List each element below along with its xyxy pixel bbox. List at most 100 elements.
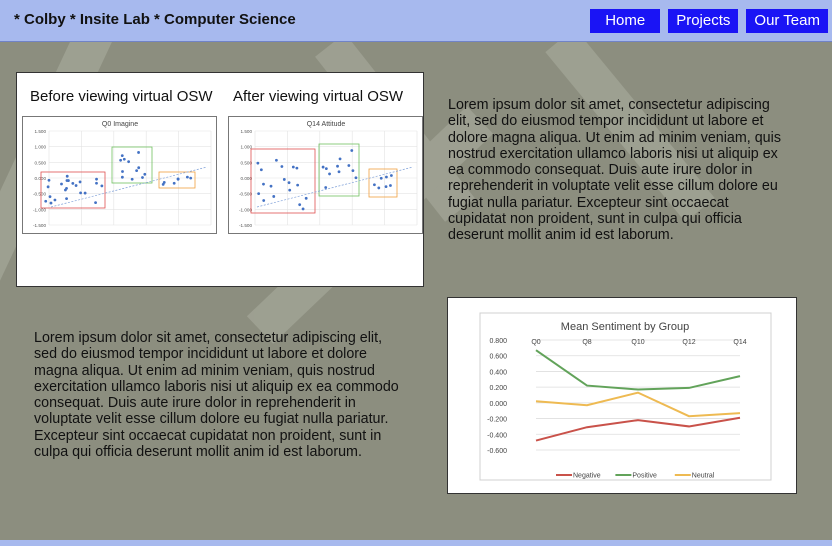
mini-data-point <box>350 149 354 152</box>
scatter-chart-q0: Q0 Imagine 1.500 1.000 0.500 0.000 -0.500 -1.… <box>22 116 217 234</box>
mini-data-point <box>47 178 51 182</box>
x-tick-label: Q14 <box>733 339 746 346</box>
mini-data-point <box>385 175 388 179</box>
mini-data-point <box>49 201 53 205</box>
mini-data-point <box>304 196 308 200</box>
mini-data-point <box>321 165 325 169</box>
mini-data-point <box>338 157 342 161</box>
mini-data-point <box>337 170 341 174</box>
mini-tick-label: -1.000 <box>239 207 252 212</box>
sentiment-chart-panel: Mean Sentiment by Group 0.800 0.600 0.400 0… <box>447 297 797 494</box>
chart-title: Mean Sentiment by Group <box>561 321 689 333</box>
mini-data-point <box>120 154 124 158</box>
mini-data-point <box>65 174 69 178</box>
mini-data-point <box>296 183 300 187</box>
mini-tick-label: 0.500 <box>241 160 253 165</box>
mini-data-point <box>130 177 134 181</box>
mini-data-point <box>256 161 260 165</box>
x-tick-label: Q8 <box>582 339 591 346</box>
scatter-chart-q14-svg: Q14 Attitude 1.500 1.000 0.500 0.000 -0.500 -… <box>239 121 418 228</box>
mini-data-point <box>336 164 339 168</box>
mini-data-point <box>291 165 295 169</box>
mini-tick-label: -1.500 <box>33 223 46 228</box>
scatter-chart-q0-title: Q0 Imagine <box>102 121 138 128</box>
mini-data-point <box>275 158 278 162</box>
mini-data-point <box>347 164 351 167</box>
mini-tick-label: -1.500 <box>239 223 252 228</box>
legend-label: Positive <box>632 473 657 480</box>
mini-data-point <box>298 203 302 207</box>
after-title: After viewing virtual OSW <box>233 88 404 105</box>
scatter-panel: Before viewing virtual OSW After viewing… <box>16 72 424 287</box>
mini-tick-label: -1.000 <box>33 207 46 212</box>
mini-data-point <box>301 207 305 211</box>
mini-data-point <box>46 185 50 189</box>
mini-data-point <box>65 186 68 190</box>
mini-data-point <box>74 184 78 187</box>
y-tick-label: -0.400 <box>487 432 507 439</box>
mini-tick-label: 1.000 <box>241 145 253 150</box>
sentiment-line-chart: Mean Sentiment by Group 0.800 0.600 0.400 0… <box>479 312 772 481</box>
mini-data-point <box>122 157 126 161</box>
mini-tick-label: 1.000 <box>35 145 47 150</box>
nav-team-link[interactable]: Our Team <box>746 9 828 33</box>
legend-label: Negative <box>573 473 601 480</box>
scatter-chart-q14-title: Q14 Attitude <box>307 121 346 128</box>
mini-data-point <box>259 168 263 172</box>
mini-group-box <box>158 171 196 189</box>
mini-data-point <box>377 186 381 190</box>
mini-data-point <box>280 165 284 168</box>
series-line-positive <box>535 349 741 391</box>
mini-trendline <box>50 166 208 208</box>
nav-home-link[interactable]: Home <box>590 9 661 33</box>
chart-frame <box>479 312 772 481</box>
mini-tick-label: 0.000 <box>241 176 253 181</box>
mini-data-point <box>282 178 286 181</box>
mini-data-point <box>60 182 63 186</box>
mini-data-point <box>324 186 328 189</box>
mini-tick-label: -0.500 <box>33 192 46 197</box>
mini-tick-label: 1.500 <box>241 129 253 134</box>
mini-data-point <box>120 175 124 179</box>
before-title: Before viewing virtual OSW <box>30 88 213 105</box>
mini-data-point <box>384 185 388 189</box>
mini-data-point <box>272 195 276 198</box>
mini-data-point <box>288 188 292 192</box>
mini-data-point <box>94 201 97 204</box>
mini-data-point <box>83 191 87 195</box>
mini-data-point <box>44 199 48 203</box>
paragraph-bottom-left: Lorem ipsum dolor sit amet, consectetur … <box>34 330 399 461</box>
mini-group-box <box>250 148 316 214</box>
mini-tick-label: -0.500 <box>239 192 252 197</box>
mini-group-box <box>318 143 360 197</box>
mini-data-point <box>172 181 176 185</box>
y-tick-label: 0.400 <box>489 369 507 376</box>
mini-data-point <box>373 183 376 187</box>
y-tick-label: 0.600 <box>489 354 507 361</box>
mini-data-point <box>379 176 383 180</box>
mini-data-point <box>53 198 57 202</box>
mini-group-box <box>368 168 398 198</box>
mini-data-point <box>257 192 261 195</box>
mini-data-point <box>127 160 131 164</box>
mini-trendline <box>256 166 414 208</box>
mini-data-point <box>79 191 82 195</box>
nav-projects-link[interactable]: Projects <box>668 9 739 33</box>
mini-data-point <box>119 158 123 162</box>
mini-group-box <box>111 146 153 184</box>
y-tick-label: 0.800 <box>489 338 507 345</box>
x-tick-label: Q0 <box>531 339 540 346</box>
scatter-chart-q0-svg: Q0 Imagine 1.500 1.000 0.500 0.000 -0.500 -1.… <box>33 121 212 228</box>
site-title: * Colby * Insite Lab * Computer Science <box>14 11 296 28</box>
mini-data-point <box>351 169 355 173</box>
mini-tick-label: 0.500 <box>35 160 47 165</box>
mini-data-point <box>189 176 193 180</box>
mini-data-point <box>143 172 147 176</box>
legend-label: Neutral <box>692 473 715 480</box>
mini-tick-label: 1.500 <box>35 129 47 134</box>
mini-data-point <box>71 182 75 185</box>
mini-data-point <box>262 182 265 186</box>
mini-data-point <box>48 195 52 199</box>
mini-data-point <box>135 169 139 173</box>
series-line-negative <box>535 416 741 442</box>
